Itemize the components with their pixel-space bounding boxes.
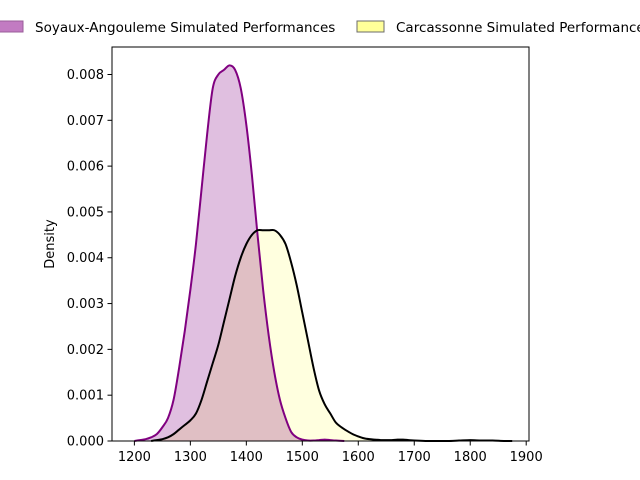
y-tick-label: 0.000	[67, 435, 104, 450]
density-area-1	[134, 65, 345, 441]
density-areas	[134, 65, 513, 441]
y-tick-label: 0.003	[67, 297, 104, 312]
y-tick-label: 0.005	[67, 205, 104, 220]
y-tick-label: 0.007	[67, 114, 104, 129]
x-tick-label: 1500	[286, 450, 319, 465]
x-tick-label: 1200	[118, 450, 151, 465]
plot-frame	[111, 46, 530, 442]
density-line-1	[134, 64, 345, 442]
legend-label-1: Soyaux-Angouleme Simulated Performances	[35, 20, 335, 36]
x-tick-label: 1400	[230, 450, 263, 465]
density-line-2	[151, 228, 513, 442]
x-tick-label: 1600	[342, 450, 375, 465]
y-tick-label: 0.008	[67, 68, 104, 83]
y-axis-title: Density	[43, 219, 58, 269]
legend-label-2: Carcassonne Simulated Performances	[396, 20, 640, 36]
y-tick-label: 0.002	[67, 343, 104, 358]
x-tick-label: 1900	[510, 450, 543, 465]
x-tick-label: 1300	[174, 450, 207, 465]
density-lines	[134, 64, 513, 442]
legend-swatch-2	[356, 20, 385, 33]
legend: Soyaux-Angouleme Simulated Performances C…	[0, 20, 640, 36]
legend-swatch-1	[0, 20, 24, 33]
x-tick-label: 1800	[454, 450, 487, 465]
density-area-2	[151, 229, 513, 441]
y-tick-label: 0.004	[67, 251, 104, 266]
x-axis: 1200 1300 1400 1500 1600 1700 1800 1900	[118, 441, 543, 465]
y-tick-label: 0.001	[67, 389, 104, 404]
y-tick-label: 0.006	[67, 160, 104, 175]
x-tick-label: 1700	[398, 450, 431, 465]
y-axis: 0.000 0.001 0.002 0.003 0.004 0.005 0.006 0.007…	[67, 68, 112, 450]
